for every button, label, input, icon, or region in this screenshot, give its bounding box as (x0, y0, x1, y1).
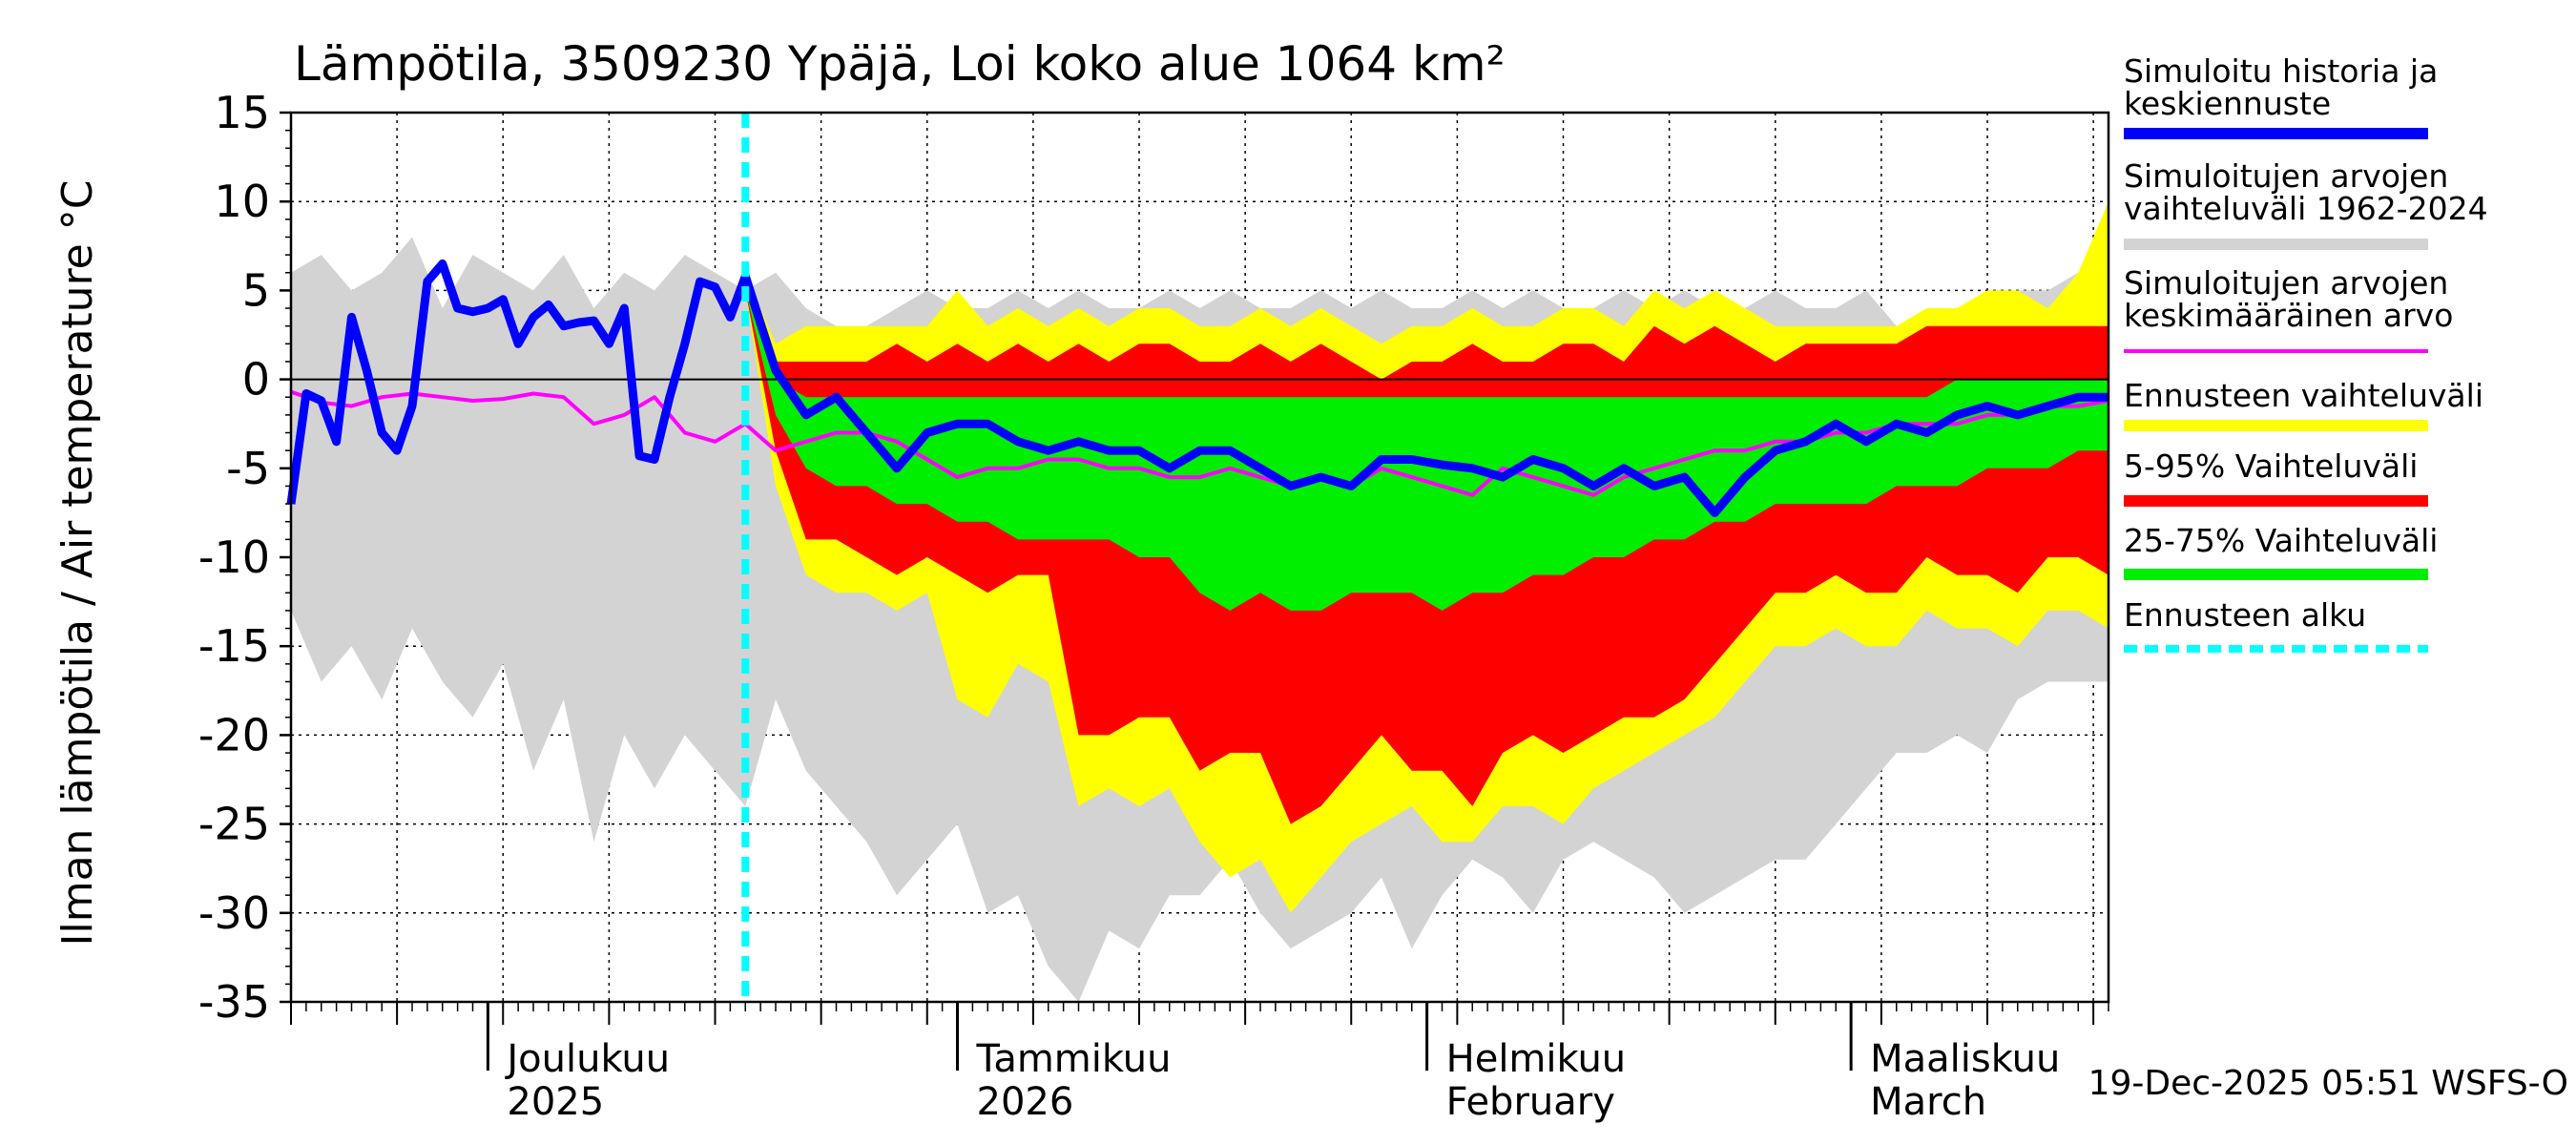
y-tick-label: 10 (214, 176, 270, 227)
legend-label-history: Simuloitu historia ja (2124, 52, 2438, 90)
footer-timestamp: 19-Dec-2025 05:51 WSFS-O (2088, 1064, 2568, 1103)
y-tick-label: 15 (214, 87, 270, 138)
legend-label-range_1962_2024: vaihteluväli 1962-2024 (2124, 190, 2488, 227)
plot-frame (289, 111, 2110, 1004)
legend-label-forecast_range: Ennusteen vaihteluväli (2124, 377, 2483, 414)
legend-label-range_1962_2024: Simuloitujen arvojen (2124, 157, 2448, 195)
y-tick-label: -20 (198, 709, 270, 760)
month-year-label: 2026 (977, 1080, 1074, 1124)
legend-label-mean: keskimääräinen arvo (2124, 297, 2453, 334)
month-label: Joulukuu (504, 1037, 670, 1081)
month-label: Tammikuu (976, 1037, 1172, 1081)
legend-label-mean: Simuloitujen arvojen (2124, 264, 2448, 302)
month-year-label: 2025 (507, 1080, 604, 1124)
y-tick-label: -10 (198, 531, 270, 583)
y-tick-label: -30 (198, 887, 270, 939)
history-forecast-line (286, 259, 2109, 517)
month-label: Maaliskuu (1870, 1037, 2060, 1081)
chart-title: Lämpötila, 3509230 Ypäjä, Loi koko alue … (294, 36, 1506, 92)
band-25-75-vaihteluv-li (745, 290, 2109, 611)
month-label: Helmikuu (1446, 1037, 1627, 1081)
y-tick-label: 5 (242, 264, 270, 316)
y-tick-label: -5 (226, 443, 270, 494)
y-tick-label: -35 (198, 976, 270, 1028)
legend-label-history: keskiennuste (2124, 85, 2331, 122)
series (286, 113, 2109, 1002)
y-tick-label: -25 (198, 799, 270, 850)
month-year-label: February (1446, 1080, 1615, 1124)
legend-label-p5_95: 5-95% Vaihteluväli (2124, 448, 2418, 485)
month-year-label: March (1870, 1080, 1986, 1124)
legend-label-p25_75: 25-75% Vaihteluväli (2124, 522, 2438, 559)
legend-label-forecast_start: Ennusteen alku (2124, 596, 2366, 634)
y-tick-label: 0 (242, 354, 270, 406)
y-tick-label: -15 (198, 620, 270, 672)
y-axis-label: Ilman lämpötila / Air temperature °C (53, 180, 102, 947)
